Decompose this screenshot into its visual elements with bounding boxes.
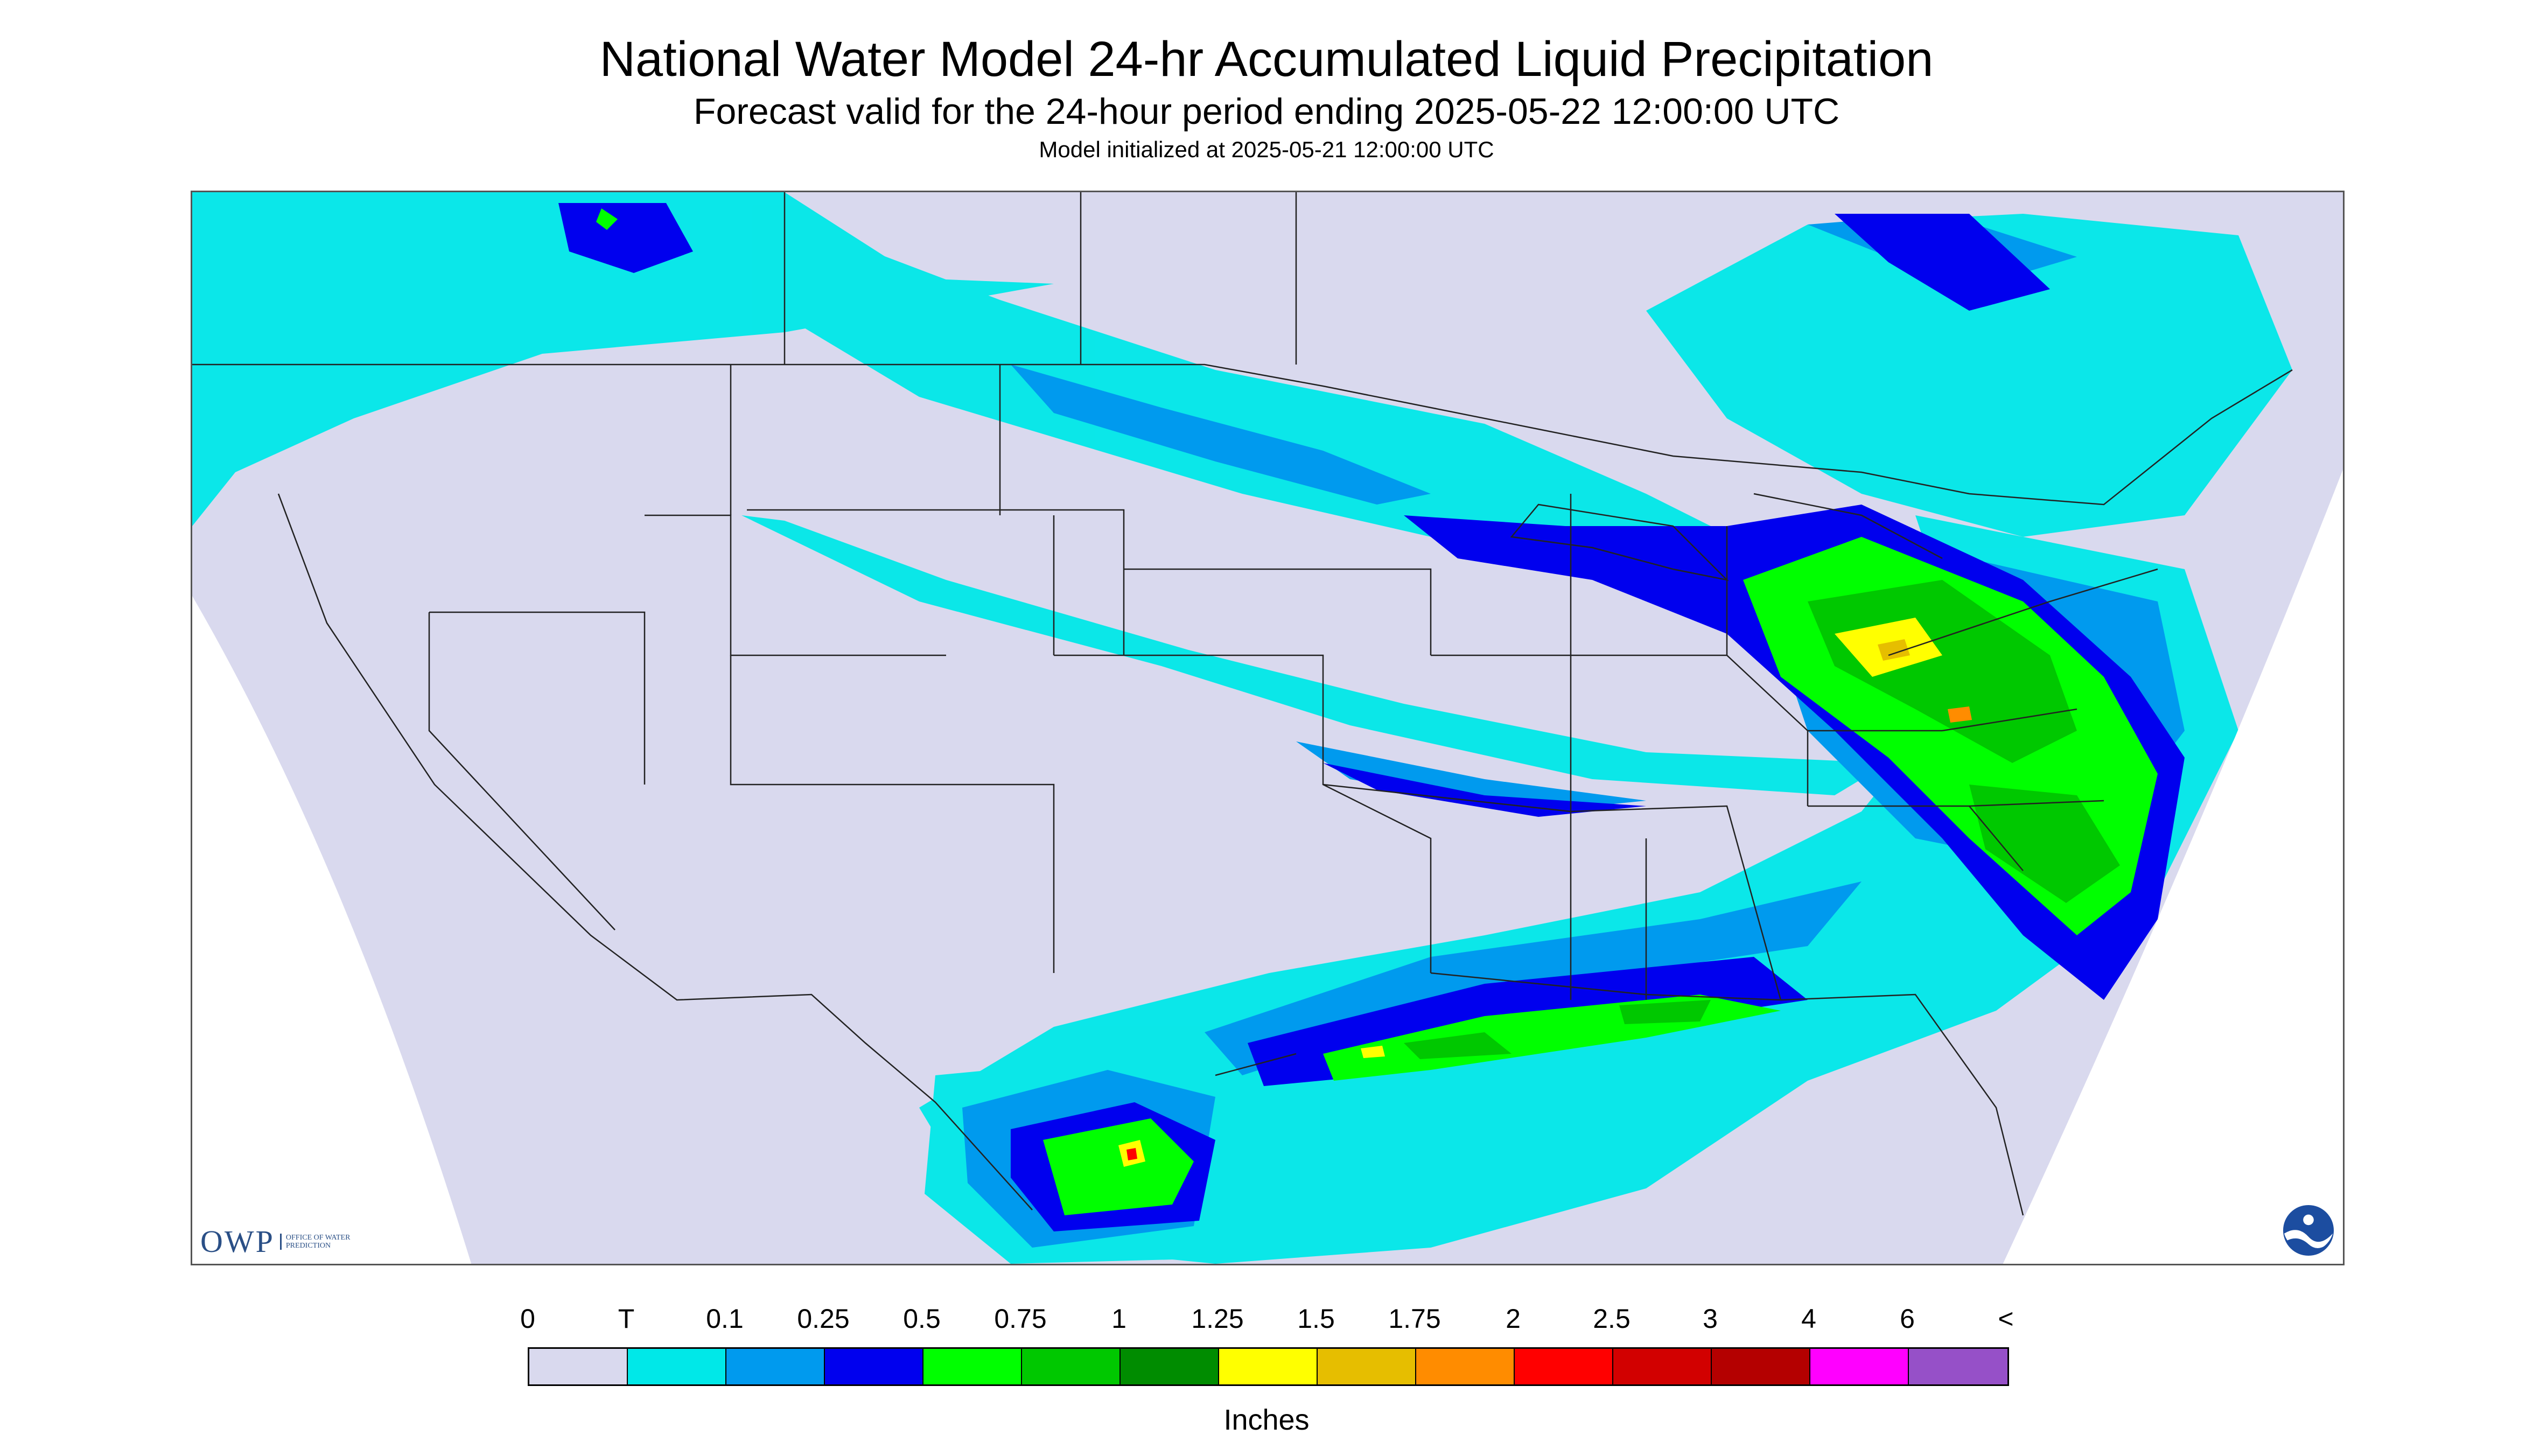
legend-swatch bbox=[825, 1349, 923, 1384]
map-subtitle: Forecast valid for the 24-hour period en… bbox=[693, 91, 1840, 132]
legend-tick-label: < bbox=[1998, 1304, 2014, 1334]
noaa-logo-icon bbox=[2283, 1205, 2334, 1256]
legend-swatch bbox=[1909, 1349, 2007, 1384]
owp-logo-subtext: OFFICE OF WATER PREDICTION bbox=[279, 1233, 356, 1250]
legend-swatch bbox=[1712, 1349, 1810, 1384]
legend-swatch bbox=[1022, 1349, 1121, 1384]
legend-swatch bbox=[1613, 1349, 1712, 1384]
precip-high-areas bbox=[1118, 618, 1972, 1167]
legend-swatch bbox=[923, 1349, 1022, 1384]
legend-swatch bbox=[529, 1349, 628, 1384]
legend-tick-label: 4 bbox=[1801, 1304, 1816, 1334]
legend-tick-label: 0 bbox=[520, 1304, 535, 1334]
owp-logo: OWP OFFICE OF WATER PREDICTION bbox=[200, 1223, 356, 1259]
legend-tick-label: 1.5 bbox=[1297, 1304, 1335, 1334]
legend-swatch bbox=[1515, 1349, 1613, 1384]
legend-swatch bbox=[1810, 1349, 1909, 1384]
legend-tick-label: 1.75 bbox=[1388, 1304, 1441, 1334]
precip-trace-areas bbox=[192, 192, 2292, 1264]
map-canvas bbox=[192, 192, 2343, 1264]
legend-swatch bbox=[628, 1349, 726, 1384]
map-title: National Water Model 24-hr Accumulated L… bbox=[599, 32, 1934, 87]
legend-swatch bbox=[1416, 1349, 1515, 1384]
legend-tick-label: 1.25 bbox=[1191, 1304, 1244, 1334]
outside-domain bbox=[192, 470, 2343, 1264]
legend-colorbar bbox=[528, 1347, 2009, 1386]
legend-swatch bbox=[1318, 1349, 1416, 1384]
legend-tick-label: 2.5 bbox=[1593, 1304, 1631, 1334]
legend-tick-label: 0.75 bbox=[994, 1304, 1047, 1334]
legend-tick-label: 2 bbox=[1506, 1304, 1521, 1334]
legend-tick-label: 6 bbox=[1900, 1304, 1915, 1334]
legend-tick-label: 0.25 bbox=[797, 1304, 850, 1334]
legend-swatch bbox=[1219, 1349, 1318, 1384]
precipitation-map bbox=[191, 191, 2345, 1265]
legend-labels: 0 T 0.1 0.25 0.5 0.75 1 1.25 1.5 1.75 2 2.5 3 4 6 < bbox=[0, 1303, 2533, 1341]
legend-swatch bbox=[726, 1349, 825, 1384]
legend-tick-label: 0.5 bbox=[903, 1304, 941, 1334]
legend-tick-label: 1 bbox=[1111, 1304, 1126, 1334]
political-boundaries bbox=[192, 192, 2293, 1216]
legend-tick-label: 3 bbox=[1703, 1304, 1718, 1334]
legend-tick-label: T bbox=[618, 1304, 635, 1334]
legend-units: Inches bbox=[1223, 1404, 1310, 1436]
owp-logo-text: OWP bbox=[200, 1224, 275, 1259]
legend-tick-label: 0.1 bbox=[706, 1304, 744, 1334]
model-init-time: Model initialized at 2025-05-21 12:00:00… bbox=[1039, 137, 1494, 162]
legend-swatch bbox=[1121, 1349, 1219, 1384]
